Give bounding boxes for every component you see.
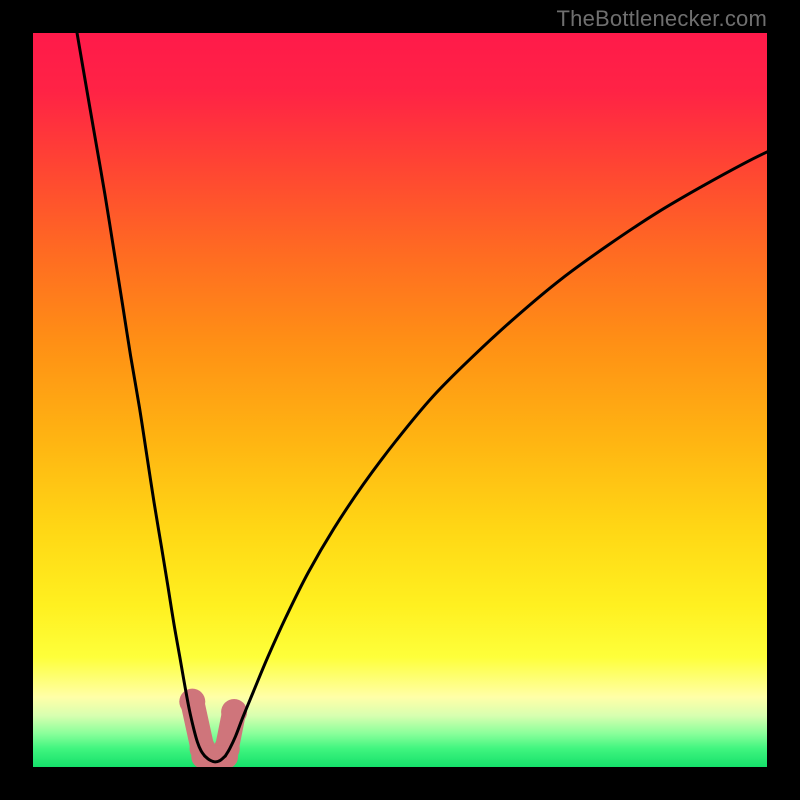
chart-frame: TheBottlenecker.com — [0, 0, 800, 800]
plot-area — [33, 33, 767, 767]
curve-right — [225, 152, 767, 756]
curves-layer — [33, 33, 767, 767]
watermark-text: TheBottlenecker.com — [557, 6, 767, 32]
curve-left — [77, 33, 205, 756]
